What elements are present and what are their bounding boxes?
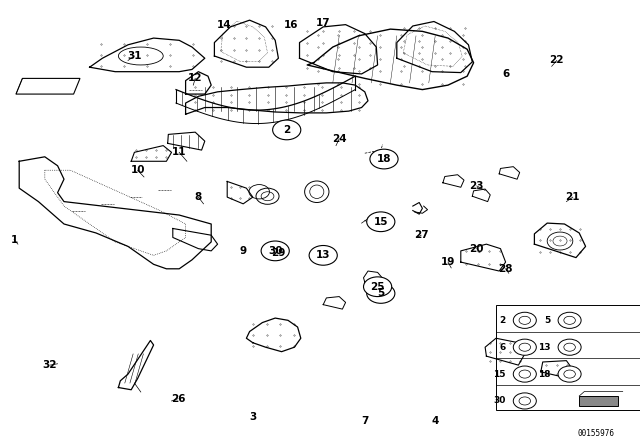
Circle shape (261, 241, 289, 261)
Text: 00155976: 00155976 (577, 429, 614, 438)
Text: 21: 21 (566, 192, 580, 202)
Bar (496, 305, 640, 410)
Text: 6: 6 (502, 69, 509, 79)
Text: 18: 18 (538, 370, 550, 379)
Text: 3: 3 (249, 412, 257, 422)
Text: 22: 22 (550, 56, 564, 65)
Text: 7: 7 (361, 416, 369, 426)
Text: 9: 9 (239, 246, 247, 256)
Circle shape (558, 366, 581, 382)
Circle shape (367, 284, 395, 303)
Text: 26: 26 (171, 394, 185, 404)
Text: 13: 13 (538, 343, 550, 352)
Text: 28: 28 (499, 264, 513, 274)
Text: 2: 2 (283, 125, 291, 135)
Circle shape (513, 393, 536, 409)
Text: 30: 30 (493, 396, 506, 405)
Text: 4: 4 (431, 416, 439, 426)
Text: 5: 5 (544, 316, 550, 325)
Text: 32: 32 (43, 360, 57, 370)
Text: 11: 11 (172, 147, 186, 157)
Circle shape (513, 339, 536, 355)
Text: 31: 31 (127, 51, 141, 61)
Text: 5: 5 (377, 289, 385, 298)
Circle shape (364, 277, 392, 297)
Text: 25: 25 (371, 282, 385, 292)
Text: 30: 30 (268, 246, 282, 256)
Circle shape (370, 149, 398, 169)
Text: 15: 15 (493, 370, 506, 379)
Text: 17: 17 (316, 18, 330, 28)
Text: 12: 12 (188, 73, 202, 83)
Text: 2: 2 (499, 316, 506, 325)
Circle shape (558, 312, 581, 328)
Text: 8: 8 (195, 192, 202, 202)
Text: 1: 1 (10, 235, 18, 245)
Text: 14: 14 (217, 20, 231, 30)
Bar (579, 396, 618, 406)
Circle shape (367, 212, 395, 232)
Text: 27: 27 (414, 230, 428, 240)
Circle shape (513, 312, 536, 328)
Text: 23: 23 (470, 181, 484, 191)
Circle shape (558, 339, 581, 355)
Text: 16: 16 (284, 20, 298, 30)
Circle shape (309, 246, 337, 265)
Text: 10: 10 (131, 165, 145, 175)
Circle shape (273, 120, 301, 140)
Text: 18: 18 (377, 154, 391, 164)
Text: 29: 29 (271, 248, 285, 258)
Text: 6: 6 (499, 343, 506, 352)
Text: 24: 24 (332, 134, 346, 144)
Circle shape (513, 366, 536, 382)
Text: 15: 15 (374, 217, 388, 227)
Text: 13: 13 (316, 250, 330, 260)
Text: 20: 20 (470, 244, 484, 254)
Text: 19: 19 (441, 257, 455, 267)
